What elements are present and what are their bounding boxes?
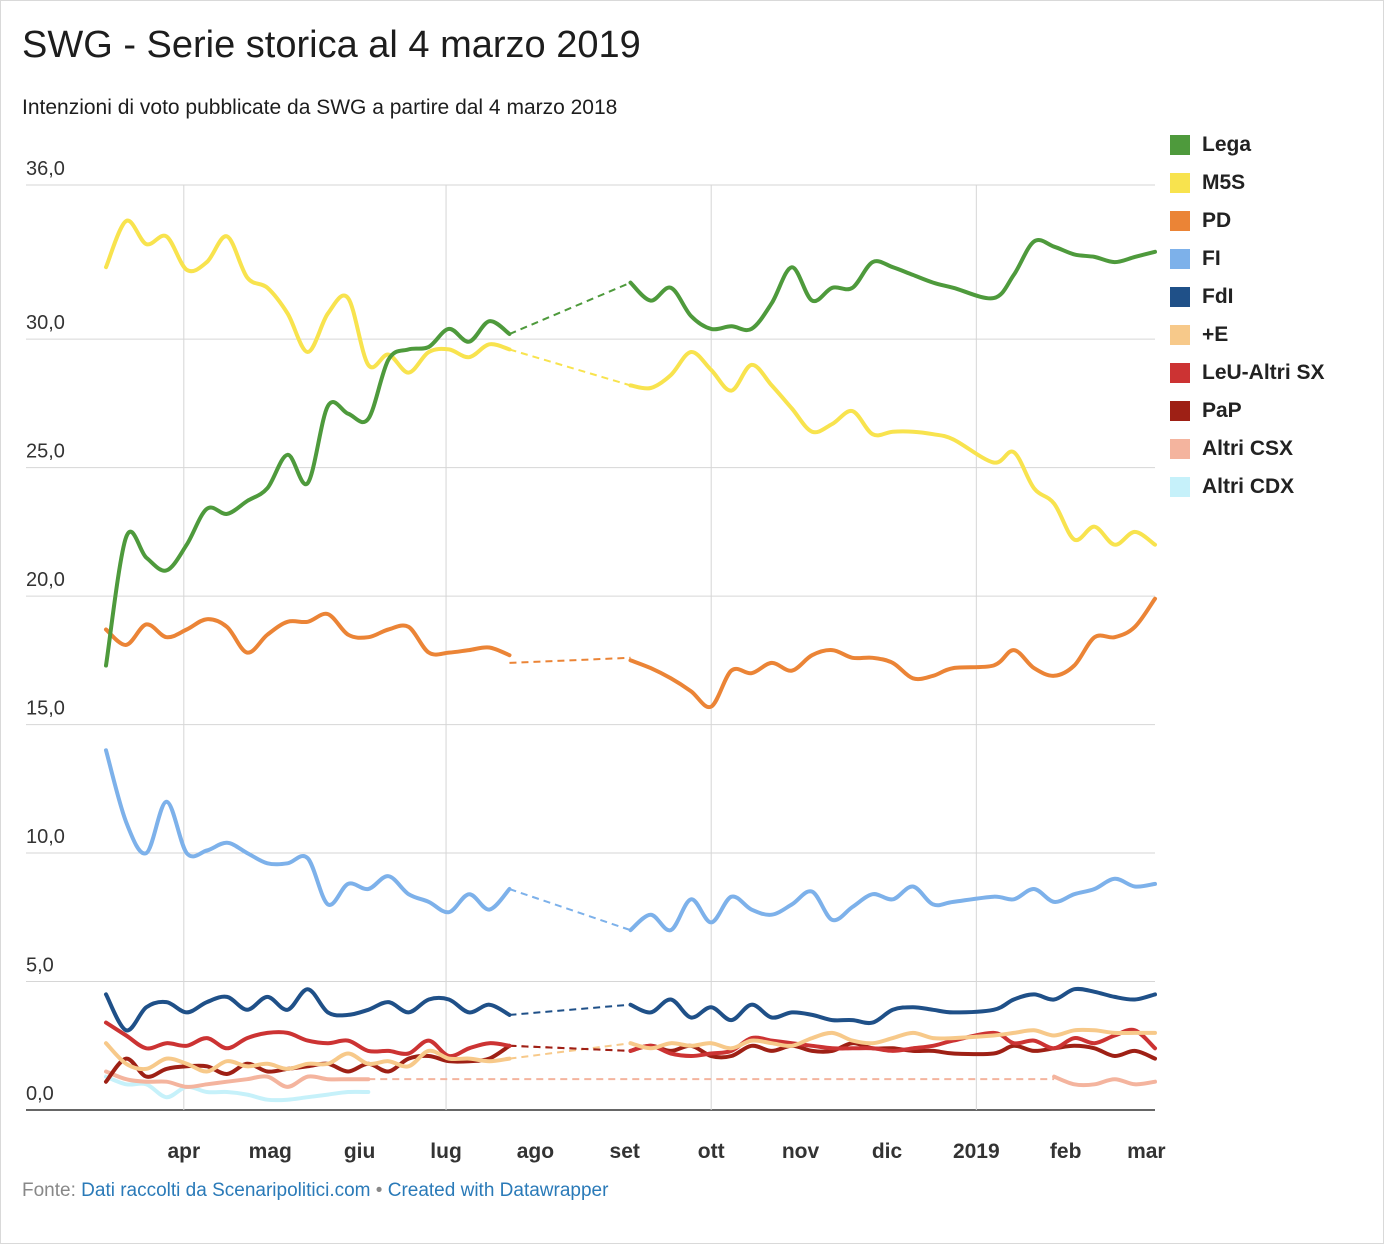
series-line-fi[interactable]: [104, 748, 512, 915]
series-line-altri-cdx[interactable]: [104, 1074, 371, 1103]
series-line-lega[interactable]: [104, 319, 512, 668]
gap-connector: [509, 281, 631, 335]
y-tick-label: 5,0: [26, 955, 54, 977]
x-tick-label: giu: [344, 1140, 376, 1163]
y-tick-label: 20,0: [26, 569, 65, 591]
series-line-pd[interactable]: [104, 611, 512, 658]
legend-label: M5S: [1202, 171, 1246, 194]
series-line-altri-csx[interactable]: [1052, 1074, 1157, 1088]
legend-swatch: [1170, 363, 1190, 383]
legend-swatch: [1170, 135, 1190, 155]
legend-label: Lega: [1202, 133, 1252, 156]
source-link[interactable]: Dati raccolti da Scenaripolitici.com: [81, 1180, 371, 1201]
legend-item[interactable]: FdI: [1170, 278, 1325, 316]
legend-item[interactable]: PaP: [1170, 392, 1325, 430]
gap-connector: [509, 1003, 631, 1016]
legend-swatch: [1170, 173, 1190, 193]
x-tick-label: feb: [1050, 1140, 1082, 1163]
footer-separator: •: [375, 1180, 383, 1201]
y-tick-label: 10,0: [26, 826, 65, 848]
legend-item[interactable]: FI: [1170, 240, 1325, 278]
axis-layer: 0,0 5,0 10,0 15,0 20,0 25,0 30,0 36,0 apr mag giu l…: [26, 158, 1166, 1163]
gap-connector: [509, 1042, 631, 1060]
gap-connector: [509, 656, 631, 664]
series-line-fdi[interactable]: [628, 986, 1157, 1026]
gap-connector: [509, 888, 631, 932]
gap-connector: [509, 1044, 631, 1052]
legend-swatch: [1170, 401, 1190, 421]
x-tick-label: ott: [698, 1140, 725, 1163]
legend-item[interactable]: Lega: [1170, 126, 1325, 164]
series-line-lega[interactable]: [628, 238, 1157, 333]
gap-connector: [509, 348, 631, 387]
x-tick-label: lug: [430, 1140, 462, 1163]
series-layer: [104, 218, 1157, 1103]
y-tick-label: 25,0: [26, 441, 65, 463]
series-line-leu-altri-sx[interactable]: [104, 1020, 512, 1059]
legend-swatch: [1170, 287, 1190, 307]
legend-item[interactable]: Altri CDX: [1170, 468, 1325, 506]
legend-label: FdI: [1202, 285, 1234, 308]
chart-subtitle: Intenzioni di voto pubblicate da SWG a p…: [22, 96, 618, 119]
footer-source-prefix: Fonte:: [22, 1180, 76, 1201]
legend-swatch: [1170, 211, 1190, 231]
legend-label: Altri CSX: [1202, 437, 1294, 460]
x-tick-label: 2019: [953, 1140, 1000, 1163]
datawrapper-link[interactable]: Created with Datawrapper: [387, 1180, 609, 1201]
y-tick-label: 15,0: [26, 698, 65, 720]
footer: Fonte: Dati raccolti da Scenaripolitici.…: [22, 1180, 608, 1202]
legend: Lega M5S PD FI FdI +E LeU-Altri SX PaP Altri CSX…: [1170, 126, 1325, 506]
chart-title: SWG - Serie storica al 4 marzo 2019: [22, 24, 641, 66]
series-line-fi[interactable]: [628, 876, 1157, 933]
series-line-altri-csx[interactable]: [104, 1069, 371, 1089]
series-line-fdi[interactable]: [104, 987, 512, 1033]
x-tick-label: set: [610, 1140, 640, 1163]
x-tick-label: dic: [872, 1140, 903, 1163]
x-tick-label: nov: [782, 1140, 820, 1163]
series-line-m5s[interactable]: [104, 218, 512, 375]
legend-swatch: [1170, 439, 1190, 459]
series-line-e[interactable]: [104, 1041, 512, 1074]
legend-label: PD: [1202, 209, 1232, 232]
legend-label: LeU-Altri SX: [1202, 361, 1325, 384]
legend-label: +E: [1202, 323, 1229, 346]
y-tick-label: 0,0: [26, 1083, 54, 1105]
legend-item[interactable]: Altri CSX: [1170, 430, 1325, 468]
series-line-e[interactable]: [628, 1027, 1157, 1051]
x-tick-label: apr: [167, 1140, 200, 1163]
legend-item[interactable]: LeU-Altri SX: [1170, 354, 1325, 392]
legend-item[interactable]: PD: [1170, 202, 1325, 240]
legend-label: Altri CDX: [1202, 475, 1295, 498]
series-line-pap[interactable]: [104, 1043, 512, 1084]
series-line-m5s[interactable]: [628, 350, 1157, 547]
x-tick-label: ago: [517, 1140, 554, 1163]
series-line-pd[interactable]: [628, 596, 1157, 710]
x-tick-label: mar: [1127, 1140, 1166, 1163]
legend-swatch: [1170, 325, 1190, 345]
x-tick-label: mag: [249, 1140, 292, 1163]
grid-layer: [26, 184, 1155, 1111]
legend-swatch: [1170, 477, 1190, 497]
legend-item[interactable]: M5S: [1170, 164, 1325, 202]
legend-label: FI: [1202, 247, 1221, 270]
legend-swatch: [1170, 249, 1190, 269]
y-tick-label: 36,0: [26, 158, 65, 180]
series-line-leu-altri-sx[interactable]: [628, 1027, 1157, 1058]
y-tick-label: 30,0: [26, 312, 65, 334]
legend-item[interactable]: +E: [1170, 316, 1325, 354]
legend-label: PaP: [1202, 399, 1242, 422]
